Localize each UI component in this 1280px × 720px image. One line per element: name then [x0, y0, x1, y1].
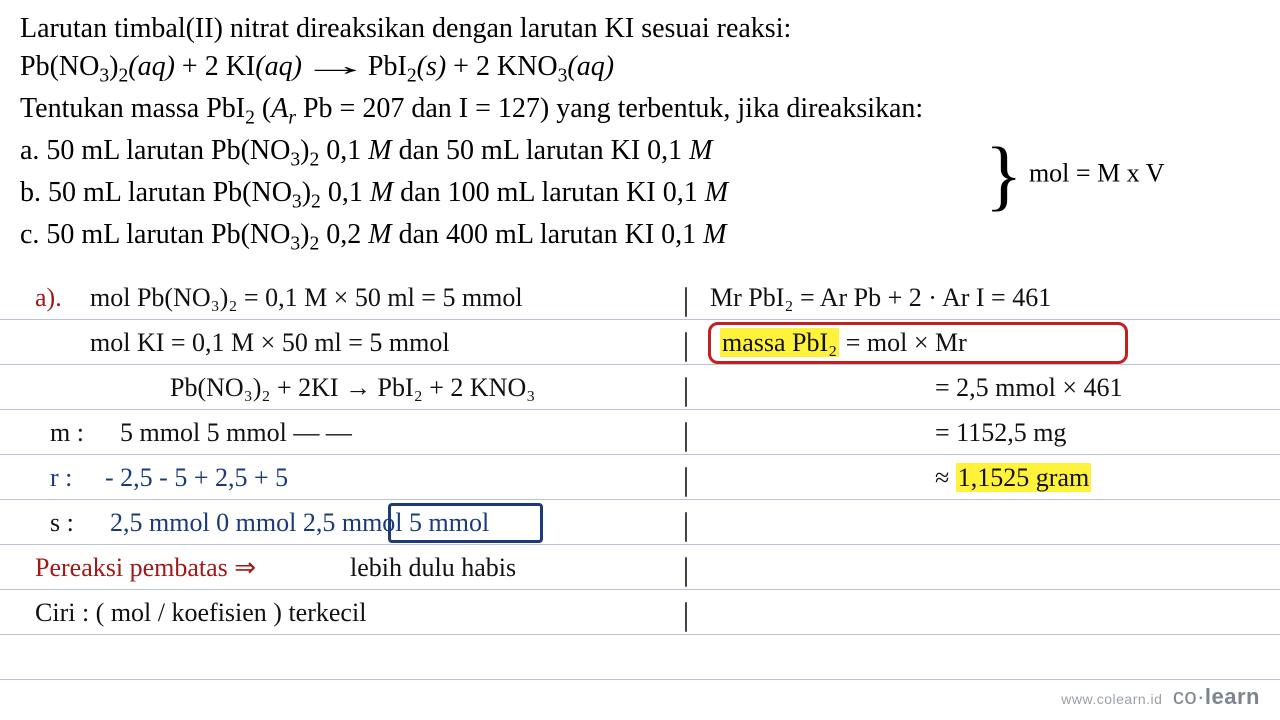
problem-statement: Larutan timbal(II) nitrat direaksikan de… — [0, 0, 1280, 263]
pereaksi-desc: lebih dulu habis — [350, 553, 516, 583]
pereaksi-label: Pereaksi pembatas ⇒ — [35, 553, 256, 583]
m-values: 5 mmol 5 mmol — — — [120, 418, 352, 448]
calc-step-3: ≈ 1,1525 gram — [935, 463, 1091, 493]
divider-icon — [685, 377, 687, 407]
part-a-label: a). — [35, 283, 62, 313]
red-box-icon — [708, 322, 1128, 364]
calc-step-2: = 1152,5 mg — [935, 418, 1066, 448]
r-label: r : — [50, 463, 72, 493]
equation: Pb(NO3)2(aq) + 2 KI(aq) → PbI2(s) + 2 KN… — [20, 48, 1260, 90]
divider-icon — [685, 287, 687, 317]
divider-icon — [685, 557, 687, 587]
s-label: s : — [50, 508, 74, 538]
divider-icon — [685, 602, 687, 632]
divider-icon — [685, 332, 687, 362]
mr-calc: Mr PbI₂ = Ar Pb + 2 · Ar I = 461 — [710, 283, 1051, 313]
line-1: Larutan timbal(II) nitrat direaksikan de… — [20, 10, 1260, 48]
divider-icon — [685, 422, 687, 452]
mol-ki: mol KI = 0,1 M × 50 ml = 5 mmol — [90, 328, 450, 358]
footer-brand: www.colearn.id co·learn — [1061, 684, 1260, 710]
boxed-result-icon — [388, 503, 543, 543]
footer-url: www.colearn.id — [1061, 691, 1162, 707]
arrow-icon: → — [300, 48, 370, 86]
m-label: m : — [50, 418, 84, 448]
line-3: Tentukan massa PbI2 (Ar Pb = 207 dan I =… — [20, 90, 1260, 132]
ciri-line: Ciri : ( mol / koefisien ) terkecil — [35, 598, 366, 628]
brand-logo: co·learn — [1173, 684, 1260, 709]
calc-step-1: = 2,5 mmol × 461 — [935, 373, 1123, 403]
mol-pbno3: mol Pb(NO₃)₂ = 0,1 M × 50 ml = 5 mmol — [90, 283, 523, 313]
r-values: - 2,5 - 5 + 2,5 + 5 — [105, 463, 288, 493]
mol-formula-note: } mol = M x V — [985, 152, 1165, 199]
handwritten-work: a). mol Pb(NO₃)₂ = 0,1 M × 50 ml = 5 mmo… — [0, 275, 1280, 685]
reaction-eq: Pb(NO₃)₂ + 2KI → PbI₂ + 2 KNO₃ — [170, 373, 535, 403]
option-c: c. 50 mL larutan Pb(NO3)2 0,2 M dan 400 … — [20, 216, 1260, 258]
divider-icon — [685, 467, 687, 497]
divider-icon — [685, 512, 687, 542]
